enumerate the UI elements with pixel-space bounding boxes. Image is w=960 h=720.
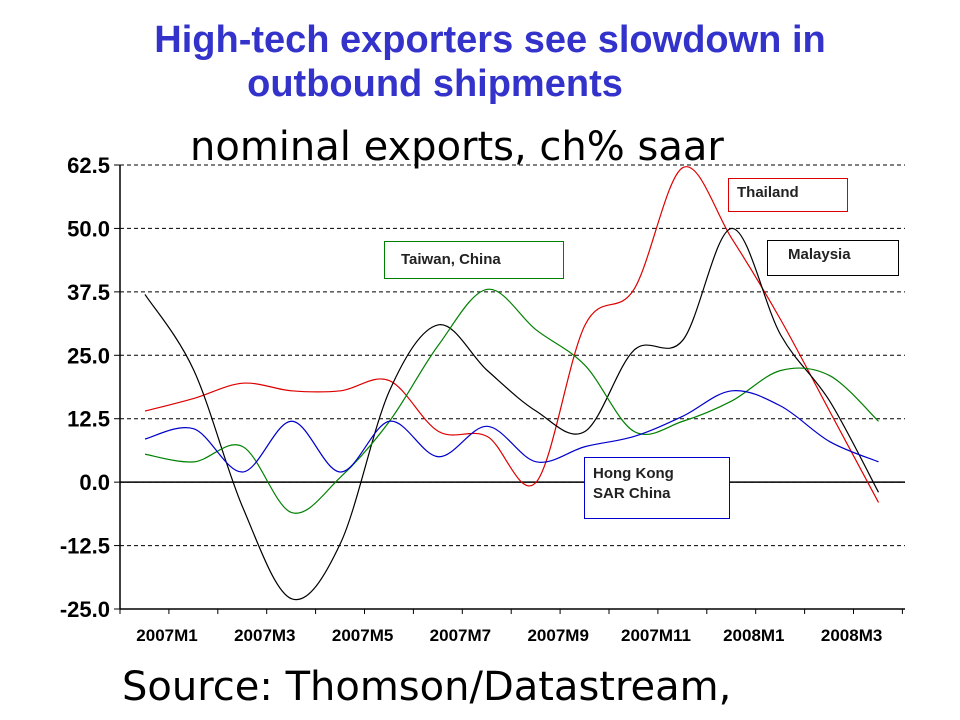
axes xyxy=(114,164,905,614)
chart-title-line2: outbound shipments xyxy=(247,63,623,105)
x-tick-label: 2008M1 xyxy=(723,626,784,645)
x-tick-label: 2008M3 xyxy=(821,626,882,645)
x-tick-label: 2007M1 xyxy=(136,626,197,645)
legend-label-malaysia-text: Malaysia xyxy=(788,246,851,263)
y-tick-label: 62.5 xyxy=(67,153,110,178)
y-tick-label: -12.5 xyxy=(60,534,110,559)
x-tick-label: 2007M7 xyxy=(430,626,491,645)
legend-label-hongkong-text2: SAR China xyxy=(593,485,671,502)
chart-title: High-tech exporters see slowdown in outb… xyxy=(0,18,960,106)
x-tick-label: 2007M11 xyxy=(621,626,691,645)
x-tick-label: 2007M3 xyxy=(234,626,295,645)
grid-lines xyxy=(120,164,905,547)
x-tick-label: 2007M5 xyxy=(332,626,393,645)
y-tick-label: 25.0 xyxy=(67,343,110,368)
y-tick-label: 50.0 xyxy=(67,216,110,241)
y-tick-label: 12.5 xyxy=(67,407,110,432)
series-line-thailand xyxy=(144,166,880,503)
legend-label-taiwan: Taiwan, China xyxy=(384,241,564,279)
chart-title-line1: High-tech exporters see slowdown in xyxy=(154,19,826,61)
x-tick-label: 2007M9 xyxy=(527,626,588,645)
series-line-taiwan-china xyxy=(144,288,879,514)
legend-label-malaysia: Malaysia xyxy=(767,240,899,276)
series-line-hong-kong-sar-china xyxy=(144,390,879,473)
y-tick-label: 37.5 xyxy=(67,280,110,305)
y-tick-label: 0.0 xyxy=(79,470,110,495)
legend-label-thailand: Thailand xyxy=(728,178,848,212)
legend-label-thailand-text: Thailand xyxy=(737,184,799,201)
x-tick-labels: 2007M1 2007M3 2007M5 2007M7 2007M9 2007M11 200… xyxy=(136,626,882,645)
legend-label-hongkong-text1: Hong Kong xyxy=(593,465,674,482)
chart-subtitle: nominal exports, ch% saar xyxy=(190,124,724,170)
series-lines xyxy=(144,166,880,601)
source-note: Source: Thomson/Datastream, xyxy=(122,664,732,710)
series-line-malaysia xyxy=(144,227,880,601)
legend-label-taiwan-text: Taiwan, China xyxy=(401,251,501,268)
y-tick-labels: 62.5 50.0 37.5 25.0 12.5 0.0 -12.5 -25.0 xyxy=(60,153,110,622)
y-tick-label: -25.0 xyxy=(60,597,110,622)
legend-label-hongkong: Hong Kong SAR China xyxy=(584,457,730,519)
